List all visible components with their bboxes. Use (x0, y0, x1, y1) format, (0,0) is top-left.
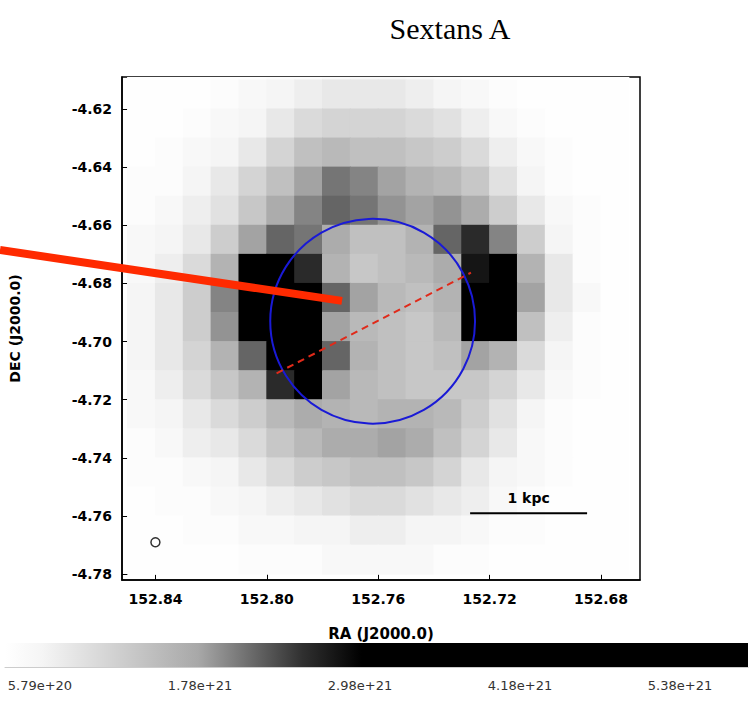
svg-text:-4.66: -4.66 (72, 217, 112, 233)
svg-text:-4.68: -4.68 (72, 275, 112, 291)
svg-text:1.78e+21: 1.78e+21 (168, 678, 232, 693)
svg-text:152.80: 152.80 (240, 591, 294, 607)
svg-text:Sextans A: Sextans A (390, 12, 511, 45)
svg-text:DEC (J2000.0): DEC (J2000.0) (7, 274, 23, 382)
svg-text:5.38e+21: 5.38e+21 (648, 678, 712, 693)
svg-text:152.72: 152.72 (463, 591, 517, 607)
svg-text:1 kpc: 1 kpc (507, 490, 549, 506)
svg-text:-4.62: -4.62 (72, 101, 112, 117)
svg-text:-4.72: -4.72 (72, 392, 112, 408)
svg-text:-4.76: -4.76 (72, 508, 112, 524)
svg-text:-4.74: -4.74 (72, 450, 113, 466)
svg-text:-4.70: -4.70 (72, 334, 113, 350)
svg-text:4.18e+21: 4.18e+21 (488, 678, 552, 693)
svg-text:152.68: 152.68 (574, 591, 628, 607)
svg-text:-4.78: -4.78 (72, 566, 112, 582)
svg-text:RA (J2000.0): RA (J2000.0) (328, 625, 434, 643)
svg-text:152.76: 152.76 (351, 591, 405, 607)
svg-text:2.98e+21: 2.98e+21 (328, 678, 392, 693)
svg-text:-4.64: -4.64 (72, 159, 113, 175)
svg-text:5.79e+20: 5.79e+20 (8, 678, 72, 693)
svg-text:152.84: 152.84 (128, 591, 182, 607)
